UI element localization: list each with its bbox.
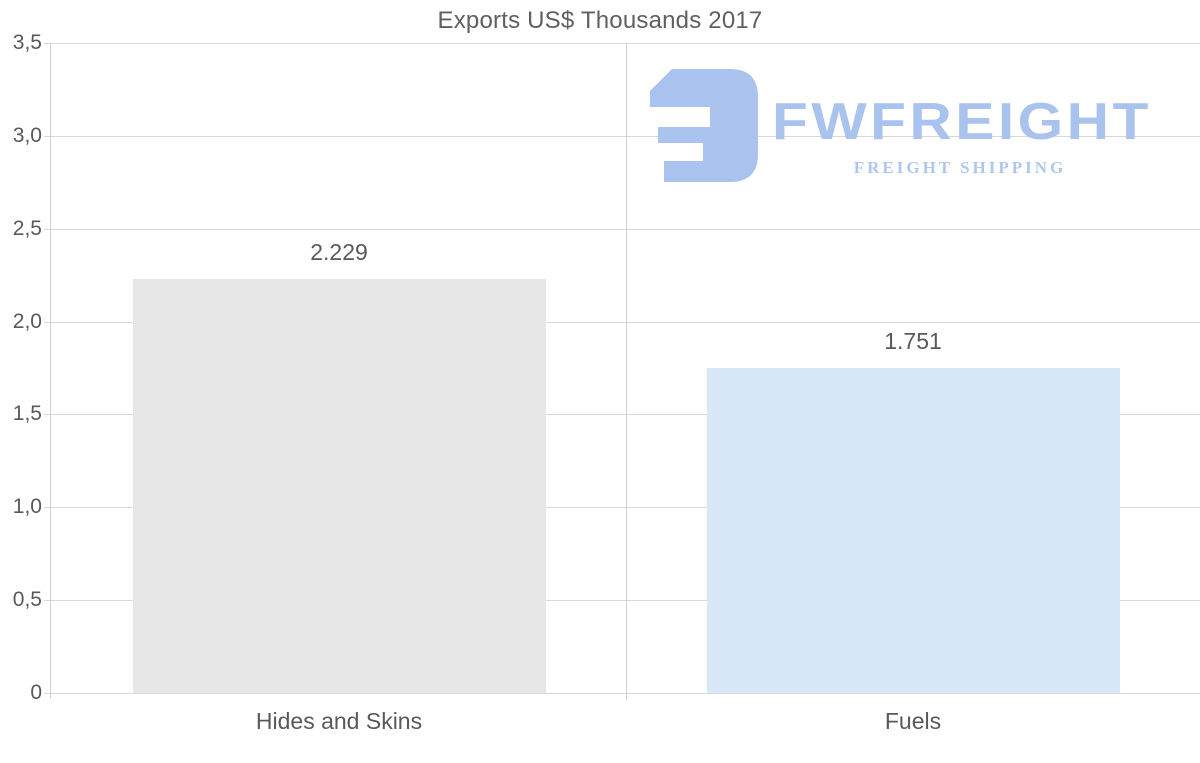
bar-value-label: 1.751 — [884, 328, 942, 354]
brand-wordmark: FWFREIGHT — [772, 93, 1152, 151]
y-gridline — [44, 136, 1200, 137]
y-gridline — [44, 507, 1200, 508]
y-axis-tick-label: 2,0 — [12, 310, 42, 333]
y-axis-tick-label: 3,5 — [12, 31, 42, 54]
bar-fuels — [706, 368, 1120, 693]
y-axis-tick-label: 3,0 — [12, 124, 42, 147]
y-gridline — [44, 229, 1200, 230]
bar-hides-and-skins — [132, 279, 546, 693]
y-gridline — [44, 693, 1200, 694]
fwfreight-watermark: FWFREIGHT FREIGHT SHIPPING — [648, 66, 1168, 186]
y-axis-tick-label: 1,5 — [12, 402, 42, 425]
y-gridline — [44, 322, 1200, 323]
x-axis-category-label: Fuels — [884, 708, 942, 734]
y-gridline — [44, 43, 1200, 44]
chart-title: Exports US$ Thousands 2017 — [437, 7, 763, 34]
fwfreight-logo-icon — [650, 69, 758, 182]
brand-tagline: FREIGHT SHIPPING — [853, 158, 1067, 177]
y-axis-tick-label: 0 — [30, 681, 42, 704]
category-separator-line — [626, 43, 627, 700]
y-gridline — [44, 600, 1200, 601]
y-axis-line — [50, 43, 51, 698]
y-axis-tick-label: 2,5 — [12, 217, 42, 240]
bar-value-label: 2.229 — [310, 239, 368, 265]
y-axis-tick-label: 0,5 — [12, 588, 42, 611]
x-axis-category-label: Hides and Skins — [255, 708, 423, 734]
y-axis-tick-label: 1,0 — [12, 495, 42, 518]
y-gridline — [44, 414, 1200, 415]
